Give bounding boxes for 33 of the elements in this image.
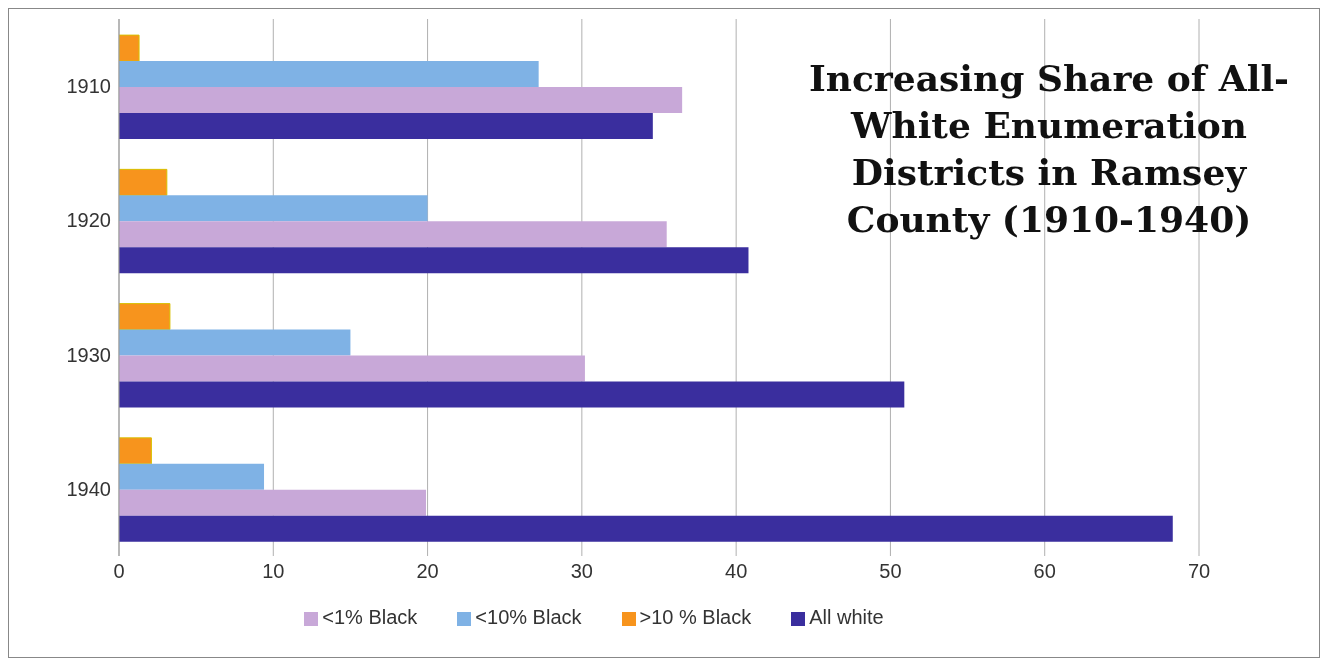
bar bbox=[119, 303, 171, 331]
x-tick-label: 30 bbox=[570, 560, 593, 583]
x-tick-label: 0 bbox=[113, 560, 125, 583]
bar bbox=[119, 515, 1173, 542]
x-tick-label: 40 bbox=[725, 560, 748, 583]
bar bbox=[119, 329, 351, 356]
text: Increasing Share of All-White Enumeration Districts in Ramsey County (1910-1940) bbox=[807, 56, 1291, 242]
bar bbox=[119, 61, 539, 88]
legend-label: >10 % Black bbox=[639, 606, 752, 628]
bar bbox=[119, 221, 667, 248]
bar bbox=[119, 381, 905, 408]
bar bbox=[119, 247, 749, 274]
y-tick-label: 1910 bbox=[66, 75, 111, 98]
bar bbox=[119, 437, 152, 465]
bar bbox=[119, 463, 265, 490]
x-tick-label: 60 bbox=[1033, 560, 1056, 583]
x-tick-label: 20 bbox=[416, 560, 439, 583]
y-tick-label: 1940 bbox=[66, 477, 111, 500]
bar bbox=[119, 195, 428, 222]
x-tick-label: 70 bbox=[1187, 560, 1211, 583]
x-tick-label: 50 bbox=[879, 560, 902, 583]
legend-label: All white bbox=[809, 606, 884, 628]
x-tick-label: 10 bbox=[262, 560, 285, 583]
y-tick-label: 1930 bbox=[66, 343, 111, 366]
bar bbox=[119, 489, 427, 516]
bar bbox=[119, 87, 683, 114]
legend-label: <10% Black bbox=[475, 606, 582, 628]
bar bbox=[119, 34, 140, 62]
bar bbox=[119, 168, 168, 196]
legend-label: <1% Black bbox=[322, 606, 418, 628]
bar bbox=[119, 113, 653, 140]
bar bbox=[119, 355, 585, 382]
y-tick-label: 1920 bbox=[66, 209, 111, 232]
